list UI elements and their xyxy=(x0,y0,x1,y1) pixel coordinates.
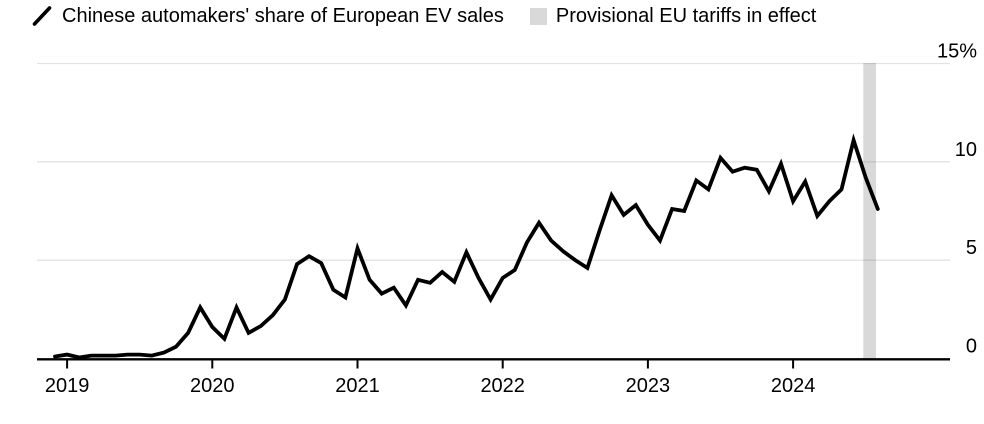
chart-legend: Chinese automakers' share of European EV… xyxy=(32,3,816,29)
legend-band-label: Provisional EU tariffs in effect xyxy=(555,5,817,27)
legend-item-series: Chinese automakers' share of European EV… xyxy=(32,3,504,29)
series-slash-icon xyxy=(32,6,52,26)
y-axis-label: 0 xyxy=(966,336,977,358)
legend-item-tariff-band: Provisional EU tariffs in effect xyxy=(529,3,817,29)
y-axis-label: 5 xyxy=(966,237,977,259)
x-axis-label: 2020 xyxy=(190,375,235,397)
x-axis-label: 2024 xyxy=(771,375,816,397)
x-axis-label: 2021 xyxy=(335,375,380,397)
legend-series-label: Chinese automakers' share of European EV… xyxy=(62,5,504,27)
band-swatch-icon xyxy=(529,7,547,25)
series-line xyxy=(53,133,880,360)
x-axis-label: 2019 xyxy=(45,375,90,397)
y-axis-label: 10 xyxy=(955,139,977,161)
y-axis-label: 15% xyxy=(937,41,977,63)
x-axis-label: 2022 xyxy=(480,375,525,397)
tariff-band xyxy=(863,63,876,359)
x-axis-label: 2023 xyxy=(626,375,671,397)
